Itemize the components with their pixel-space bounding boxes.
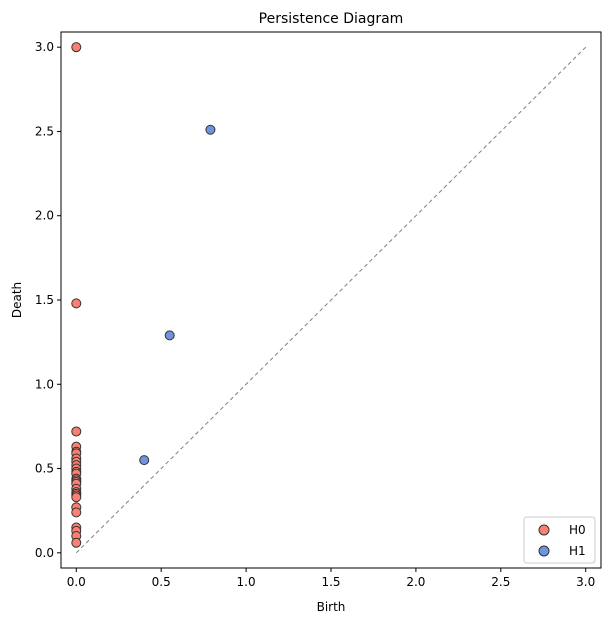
- point-h0: [71, 426, 82, 437]
- legend: H0 H1: [523, 516, 596, 564]
- legend-marker-h1: [538, 545, 550, 557]
- y-tick-label: 1.5: [35, 293, 54, 307]
- x-tick-label: 2.5: [491, 575, 510, 589]
- point-h0: [71, 492, 82, 503]
- point-h0: [71, 537, 82, 548]
- point-h1: [164, 330, 175, 341]
- x-tick-label: 3.0: [576, 575, 595, 589]
- y-tick-label: 2.5: [35, 124, 54, 138]
- y-tick-label: 0.0: [35, 546, 54, 560]
- y-tick-label: 3.0: [35, 40, 54, 54]
- y-tick-label: 1.0: [35, 377, 54, 391]
- point-h1: [205, 124, 216, 135]
- point-h0: [71, 42, 82, 53]
- x-tick-label: 2.0: [406, 575, 425, 589]
- x-tick-label: 1.0: [237, 575, 256, 589]
- y-tick-label: 2.0: [35, 209, 54, 223]
- x-tick-label: 1.5: [321, 575, 340, 589]
- point-h0: [71, 298, 82, 309]
- y-axis-label: Death: [10, 282, 24, 318]
- x-tick-label: 0.5: [152, 575, 171, 589]
- legend-marker-h0: [538, 524, 550, 536]
- legend-label-h1: H1: [569, 544, 586, 558]
- point-h0: [71, 507, 82, 518]
- x-tick-label: 0.0: [67, 575, 86, 589]
- y-tick-label: 0.5: [35, 462, 54, 476]
- chart-title: Persistence Diagram: [259, 11, 404, 27]
- x-axis-label: Birth: [317, 600, 346, 614]
- plot-frame: [60, 31, 602, 569]
- axis-ticks: 0.0 0.5 1.0 1.5 2.0 2.5 3.0 0.0 0.5 1.0 1.5 2.0 2.5 3…: [35, 40, 595, 589]
- point-h1: [139, 455, 150, 466]
- data-points: [71, 42, 216, 548]
- diagonal-line: [75, 46, 587, 554]
- legend-label-h0: H0: [569, 523, 586, 537]
